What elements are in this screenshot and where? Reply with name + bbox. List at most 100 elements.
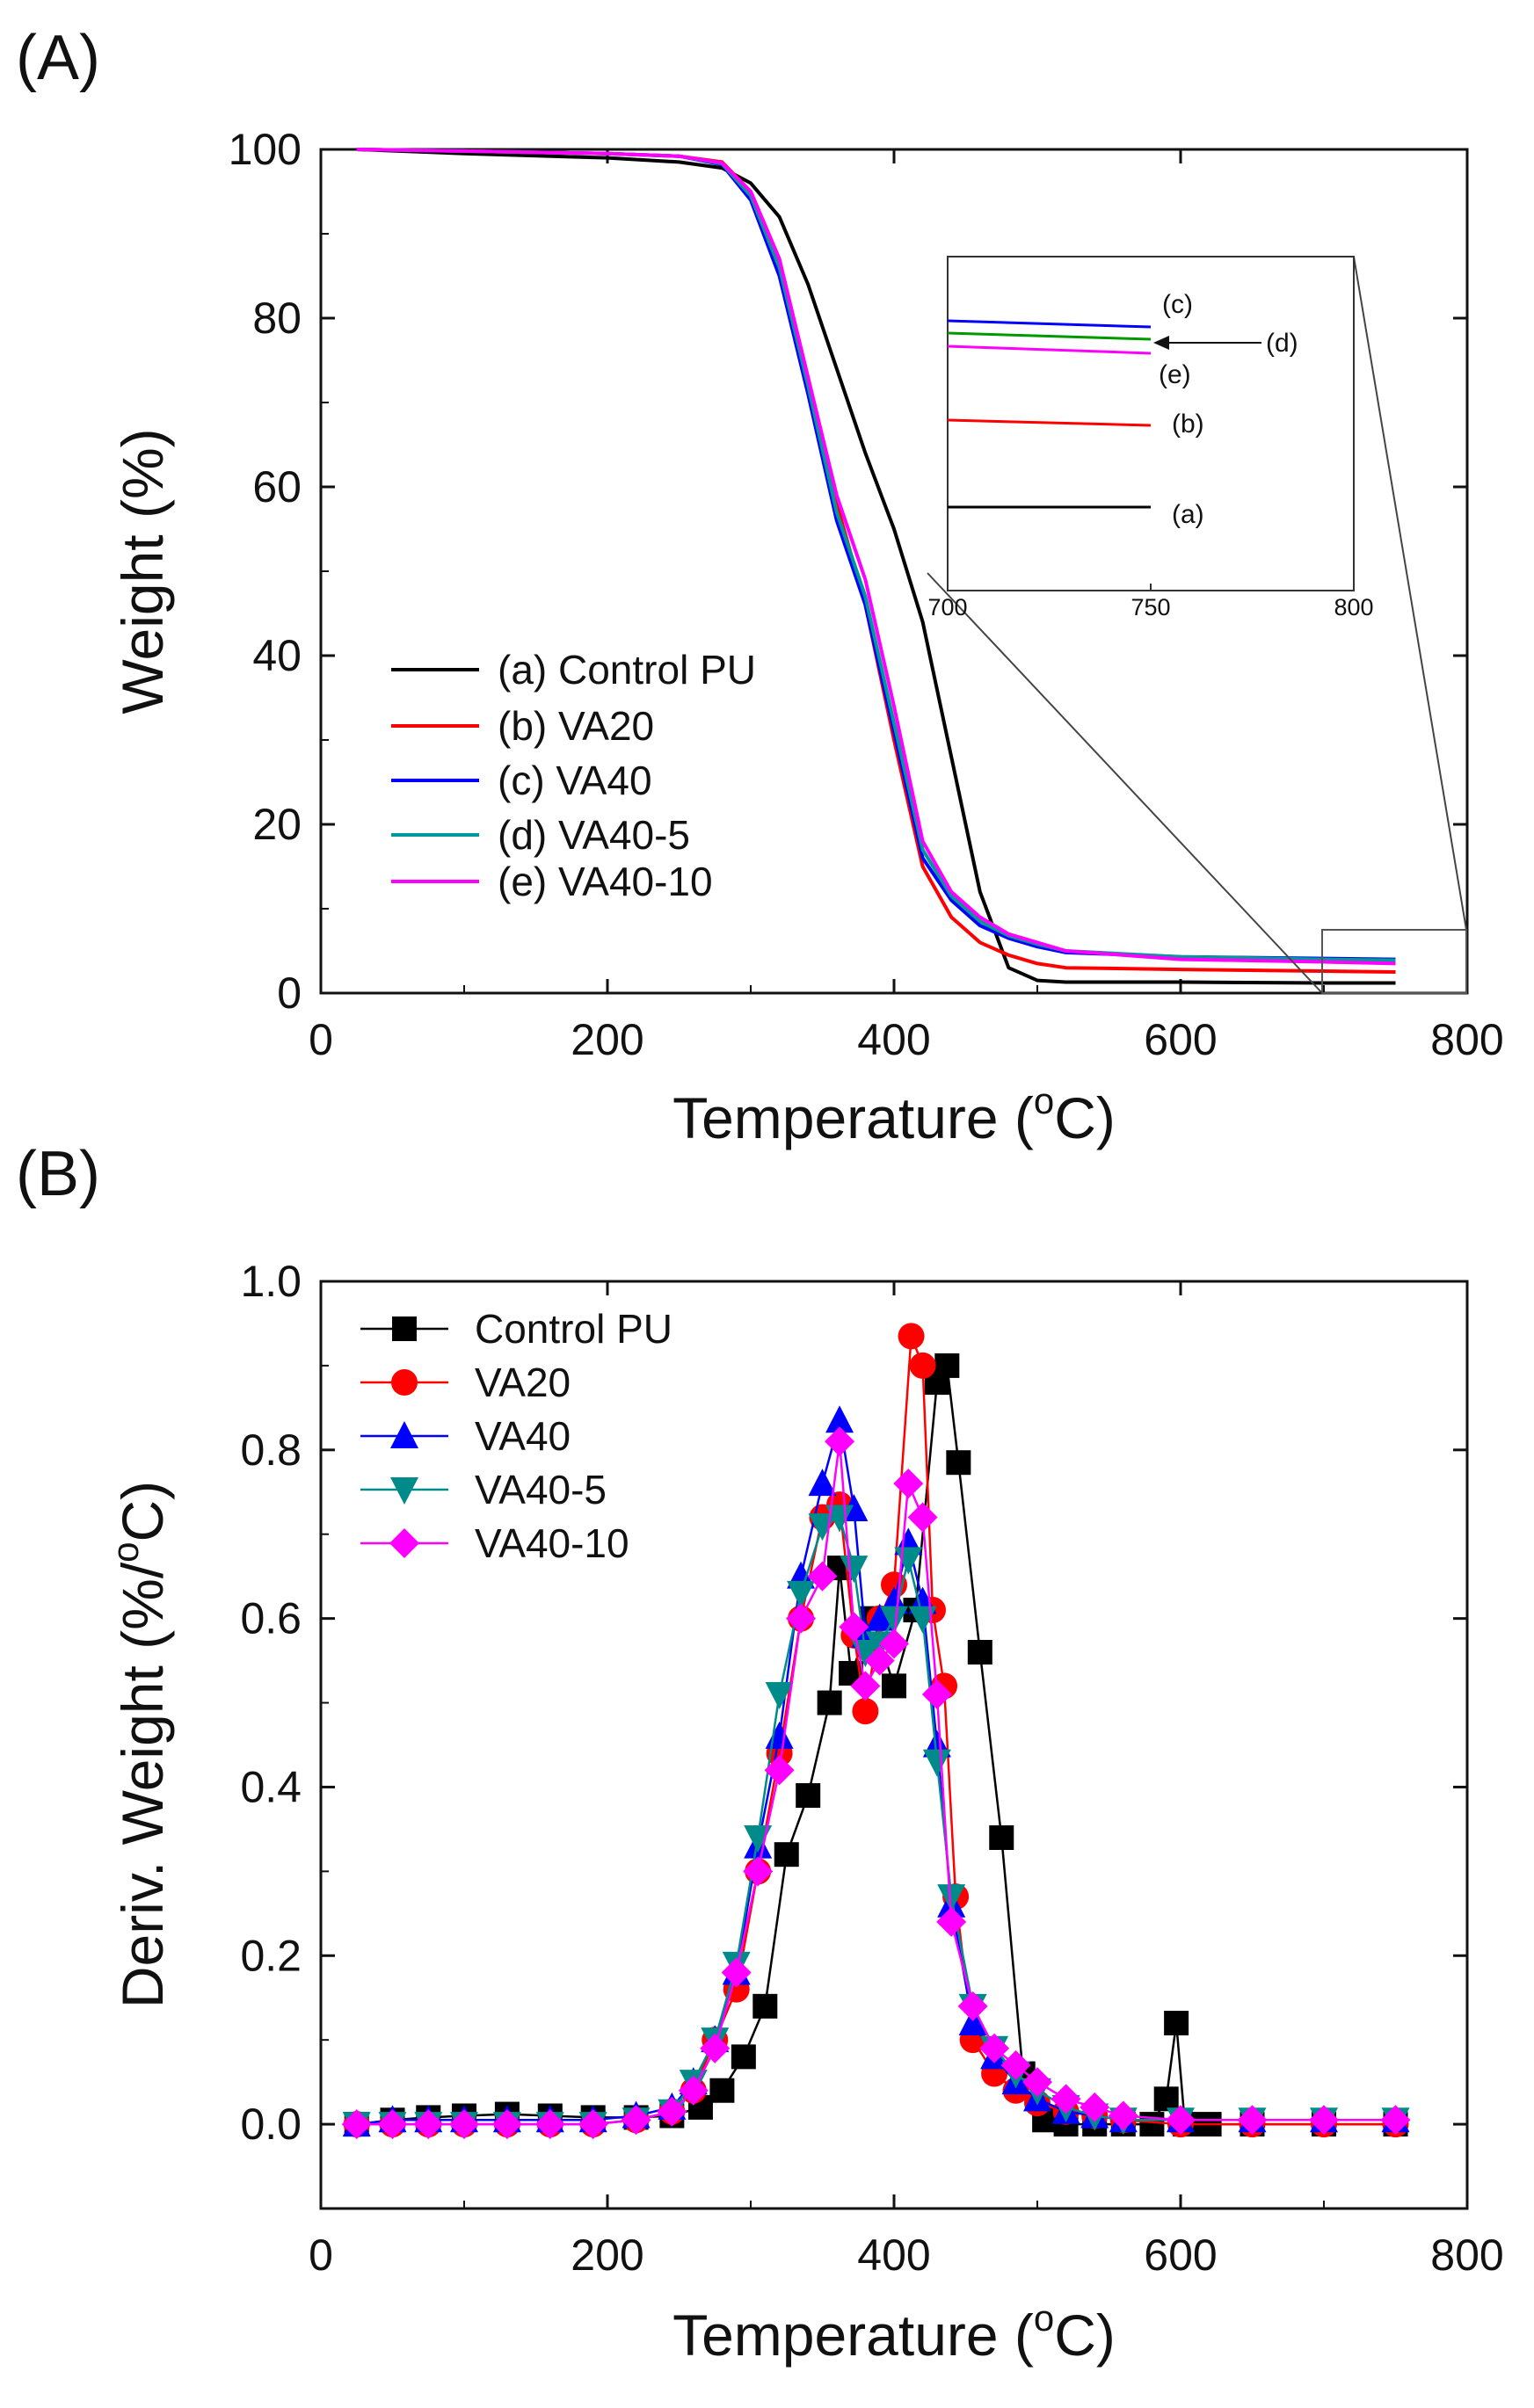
chart-a-xtick-label-800: 800 bbox=[1430, 1015, 1503, 1064]
chart-b-point-e-10 bbox=[700, 2033, 731, 2063]
chart-b-series-group-d bbox=[342, 1505, 1410, 2140]
inset-line-c bbox=[947, 319, 1152, 329]
chart-b-point-e-30 bbox=[1080, 2092, 1110, 2122]
chart-a-zoom-connector-left bbox=[927, 572, 1323, 994]
chart-b-point-e-8 bbox=[657, 2096, 687, 2127]
chart-b-point-e-21 bbox=[893, 1469, 924, 1499]
chart-a-ticks: 0 200 400 600 800 0 20 40 60 80 100 bbox=[229, 125, 1504, 1064]
chart-b-ytick-label-0.6: 0.6 bbox=[240, 1594, 302, 1643]
chart-b-point-a-11 bbox=[731, 2044, 756, 2070]
legend-b-label-a: Control PU bbox=[475, 1306, 672, 1352]
chart-b-ytick-label-0.8: 0.8 bbox=[240, 1425, 302, 1475]
chart-b-point-e-31 bbox=[1108, 2100, 1138, 2131]
chart-a: 0 200 400 600 800 0 20 40 60 80 100 Weight (%) Tem… bbox=[110, 125, 1504, 1150]
chart-b-point-a-13 bbox=[774, 1842, 799, 1868]
chart-b-point-e-27 bbox=[1000, 2049, 1031, 2080]
chart-a-series-e bbox=[356, 148, 1396, 966]
chart-b-point-b-21 bbox=[898, 1323, 925, 1350]
panel-b-label: (B) bbox=[16, 1139, 100, 1209]
legend-a-label-e: (e) VA40-10 bbox=[498, 859, 713, 904]
chart-b-point-e-22 bbox=[907, 1502, 938, 1533]
chart-b-xtick-label-600: 600 bbox=[1144, 2230, 1217, 2280]
chart-b-point-e-19 bbox=[864, 1645, 895, 1676]
legend-b-label-c: VA40 bbox=[475, 1413, 571, 1459]
chart-b-point-d-20 bbox=[880, 1606, 908, 1634]
inset-tick-700: 700 bbox=[927, 594, 967, 620]
chart-a-series bbox=[356, 148, 1396, 985]
inset-label-e: (e) bbox=[1159, 360, 1191, 389]
chart-b-point-e-26 bbox=[979, 2033, 1010, 2063]
legend-b-item-d: VA40-5 bbox=[360, 1467, 607, 1512]
chart-b-point-d-23 bbox=[922, 1749, 951, 1777]
chart-b-point-e-1 bbox=[377, 2109, 408, 2140]
chart-b-point-e-2 bbox=[413, 2109, 444, 2140]
chart-b-ytick-label-0.4: 0.4 bbox=[240, 1762, 302, 1811]
legend-a-label-c: (c) VA40 bbox=[498, 758, 652, 803]
chart-a-ytick-label-40: 40 bbox=[252, 631, 302, 680]
chart-a-zoom-box bbox=[1321, 929, 1467, 994]
chart-b-series-group-e bbox=[341, 1426, 1411, 2140]
legend-b-label-e: VA40-10 bbox=[475, 1520, 629, 1566]
chart-b-point-c-16 bbox=[825, 1405, 854, 1433]
chart-a-series-a bbox=[356, 148, 1396, 985]
chart-b-point-d-14 bbox=[787, 1580, 816, 1608]
chart-b-point-a-24 bbox=[967, 1640, 992, 1665]
chart-b-point-e-0 bbox=[341, 2109, 372, 2140]
chart-a-xtick-label-200: 200 bbox=[571, 1015, 643, 1064]
legend-b-item-b: VA20 bbox=[360, 1360, 571, 1405]
chart-b-xtick-label-0: 0 bbox=[309, 2230, 333, 2280]
inset-label-d: (d) bbox=[1266, 329, 1298, 358]
chart-b-legend: Control PU VA20 VA40 VA40-5 VA40-10 bbox=[360, 1306, 672, 1566]
legend-b-item-e: VA40-10 bbox=[360, 1520, 629, 1566]
legend-b-marker-a bbox=[392, 1316, 417, 1341]
legend-a-label-a: (a) Control PU bbox=[498, 647, 756, 693]
chart-b-point-e-16 bbox=[825, 1426, 855, 1457]
chart-b-point-e-4 bbox=[491, 2109, 522, 2140]
chart-a-legend: (a) Control PU (b) VA20 (c) VA40 (d) VA4… bbox=[391, 647, 756, 904]
legend-a-label-d: (d) VA40-5 bbox=[498, 812, 690, 858]
chart-b-point-d-13 bbox=[765, 1681, 794, 1709]
chart-b-point-a-15 bbox=[817, 1690, 842, 1715]
inset-line-e bbox=[947, 345, 1152, 355]
chart-a-xtick-label-400: 400 bbox=[857, 1015, 930, 1064]
legend-a-label-b: (b) VA20 bbox=[498, 703, 654, 749]
chart-b-point-a-32 bbox=[1153, 2086, 1179, 2112]
inset-line-d bbox=[947, 331, 1152, 341]
chart-a-inset: (c) (d) (e) (b) (a) 700 750 800 bbox=[927, 256, 1374, 620]
chart-b-point-c-13 bbox=[765, 1721, 794, 1749]
legend-b-item-c: VA40 bbox=[360, 1413, 571, 1459]
chart-b-point-e-6 bbox=[578, 2109, 608, 2140]
chart-b-point-b-18 bbox=[852, 1698, 879, 1725]
inset-label-a: (a) bbox=[1172, 500, 1204, 529]
chart-a-zoom-connector-right bbox=[1353, 256, 1467, 931]
chart-b-point-e-33 bbox=[1237, 2105, 1268, 2136]
chart-b-point-e-34 bbox=[1309, 2105, 1339, 2136]
inset-label-b: (b) bbox=[1172, 410, 1204, 439]
chart-b-ticks: 0 200 400 600 800 0.0 0.2 0.4 0.6 0.8 1.0 bbox=[240, 1257, 1503, 2280]
chart-b: 0 200 400 600 800 0.0 0.2 0.4 0.6 0.8 1.0 Deriv. W… bbox=[105, 1257, 1504, 2368]
legend-b-marker-b bbox=[391, 1369, 418, 1396]
legend-b-label-d: VA40-5 bbox=[475, 1467, 607, 1512]
chart-b-xtick-label-800: 800 bbox=[1430, 2230, 1503, 2280]
inset-label-c: (c) bbox=[1162, 290, 1193, 319]
chart-b-point-e-20 bbox=[879, 1628, 909, 1659]
chart-b-point-e-13 bbox=[764, 1755, 795, 1786]
inset-tick-800: 800 bbox=[1334, 594, 1373, 620]
chart-b-point-a-25 bbox=[989, 1825, 1014, 1850]
chart-b-point-e-29 bbox=[1051, 2084, 1081, 2114]
chart-b-point-c-19 bbox=[865, 1603, 894, 1631]
chart-b-point-e-28 bbox=[1022, 2067, 1052, 2098]
chart-b-point-c-25 bbox=[958, 2008, 987, 2035]
chart-b-point-d-12 bbox=[744, 1825, 773, 1853]
legend-b-marker-c bbox=[390, 1421, 418, 1448]
chart-b-point-a-23 bbox=[946, 1450, 971, 1476]
inset-arrowhead-d bbox=[1153, 336, 1169, 350]
legend-b-item-a: Control PU bbox=[360, 1306, 672, 1352]
chart-a-ytick-label-20: 20 bbox=[252, 800, 302, 849]
chart-b-point-a-31 bbox=[1139, 2112, 1165, 2137]
chart-a-ytick-label-100: 100 bbox=[229, 125, 302, 174]
chart-b-ylabel: Deriv. Weight (%/oC) bbox=[105, 1481, 175, 2008]
chart-b-point-e-9 bbox=[678, 2075, 709, 2106]
chart-b-xtick-label-400: 400 bbox=[857, 2230, 930, 2280]
